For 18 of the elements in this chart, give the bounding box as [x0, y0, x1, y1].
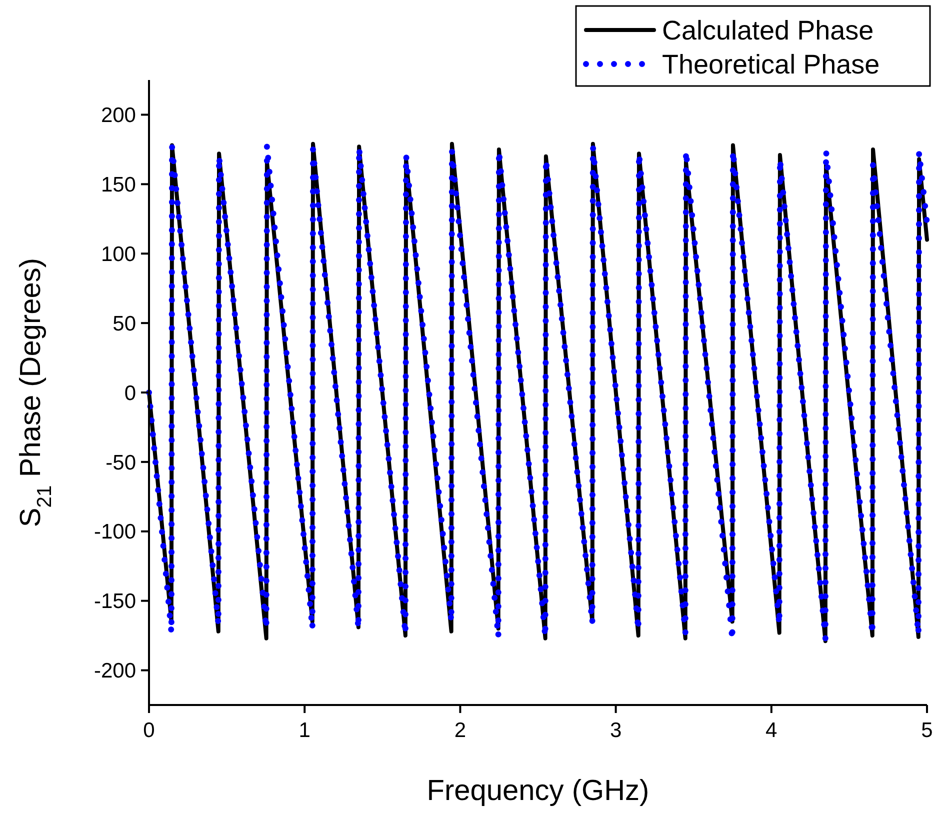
y-tick-label: 0 — [124, 382, 136, 405]
x-tick-label: 2 — [454, 719, 466, 742]
legend-label: Calculated Phase — [662, 15, 874, 46]
y-tick-label: 150 — [100, 174, 136, 197]
legend-label: Theoretical Phase — [662, 49, 880, 80]
y-tick-label: 200 — [100, 104, 136, 128]
y-tick-label: -50 — [106, 451, 136, 474]
x-tick-label: 3 — [610, 719, 622, 742]
x-axis-title: Frequency (GHz) — [426, 775, 650, 807]
y-tick-label: -100 — [94, 520, 136, 544]
y-tick-label: 50 — [112, 312, 136, 336]
y-tick-label: -200 — [94, 660, 136, 683]
x-tick-label: 4 — [766, 719, 778, 742]
y-tick-label: 100 — [100, 242, 136, 266]
x-tick-label: 0 — [143, 719, 155, 742]
x-tick-label: 5 — [921, 719, 933, 742]
y-tick-label: -150 — [94, 590, 136, 614]
x-tick-label: 1 — [298, 719, 310, 742]
